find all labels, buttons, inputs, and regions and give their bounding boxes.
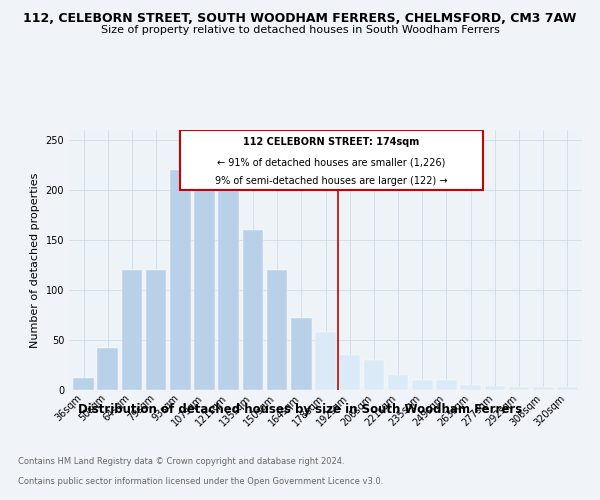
Text: 112 CELEBORN STREET: 174sqm: 112 CELEBORN STREET: 174sqm bbox=[244, 137, 419, 147]
Text: ← 91% of detached houses are smaller (1,226): ← 91% of detached houses are smaller (1,… bbox=[217, 158, 446, 168]
Bar bbox=[267, 270, 287, 390]
Text: 112, CELEBORN STREET, SOUTH WOODHAM FERRERS, CHELMSFORD, CM3 7AW: 112, CELEBORN STREET, SOUTH WOODHAM FERR… bbox=[23, 12, 577, 26]
Text: Size of property relative to detached houses in South Woodham Ferrers: Size of property relative to detached ho… bbox=[101, 25, 499, 35]
FancyBboxPatch shape bbox=[181, 130, 483, 190]
Bar bbox=[340, 355, 360, 390]
Bar bbox=[436, 380, 457, 390]
Bar bbox=[509, 387, 529, 390]
Bar bbox=[170, 170, 191, 390]
Bar bbox=[364, 360, 384, 390]
Bar bbox=[315, 332, 336, 390]
Bar bbox=[485, 386, 505, 390]
Bar bbox=[388, 375, 409, 390]
Bar bbox=[291, 318, 311, 390]
Bar bbox=[122, 270, 142, 390]
Bar bbox=[242, 230, 263, 390]
Bar bbox=[97, 348, 118, 390]
Bar bbox=[146, 270, 166, 390]
Bar bbox=[460, 385, 481, 390]
Bar bbox=[533, 387, 554, 390]
Text: 9% of semi-detached houses are larger (122) →: 9% of semi-detached houses are larger (1… bbox=[215, 176, 448, 186]
Text: Contains HM Land Registry data © Crown copyright and database right 2024.: Contains HM Land Registry data © Crown c… bbox=[18, 458, 344, 466]
Text: Contains public sector information licensed under the Open Government Licence v3: Contains public sector information licen… bbox=[18, 478, 383, 486]
Text: Distribution of detached houses by size in South Woodham Ferrers: Distribution of detached houses by size … bbox=[78, 402, 522, 415]
Bar bbox=[73, 378, 94, 390]
Bar bbox=[194, 157, 215, 390]
Bar bbox=[218, 175, 239, 390]
Y-axis label: Number of detached properties: Number of detached properties bbox=[30, 172, 40, 348]
Bar bbox=[557, 387, 578, 390]
Bar bbox=[412, 380, 433, 390]
